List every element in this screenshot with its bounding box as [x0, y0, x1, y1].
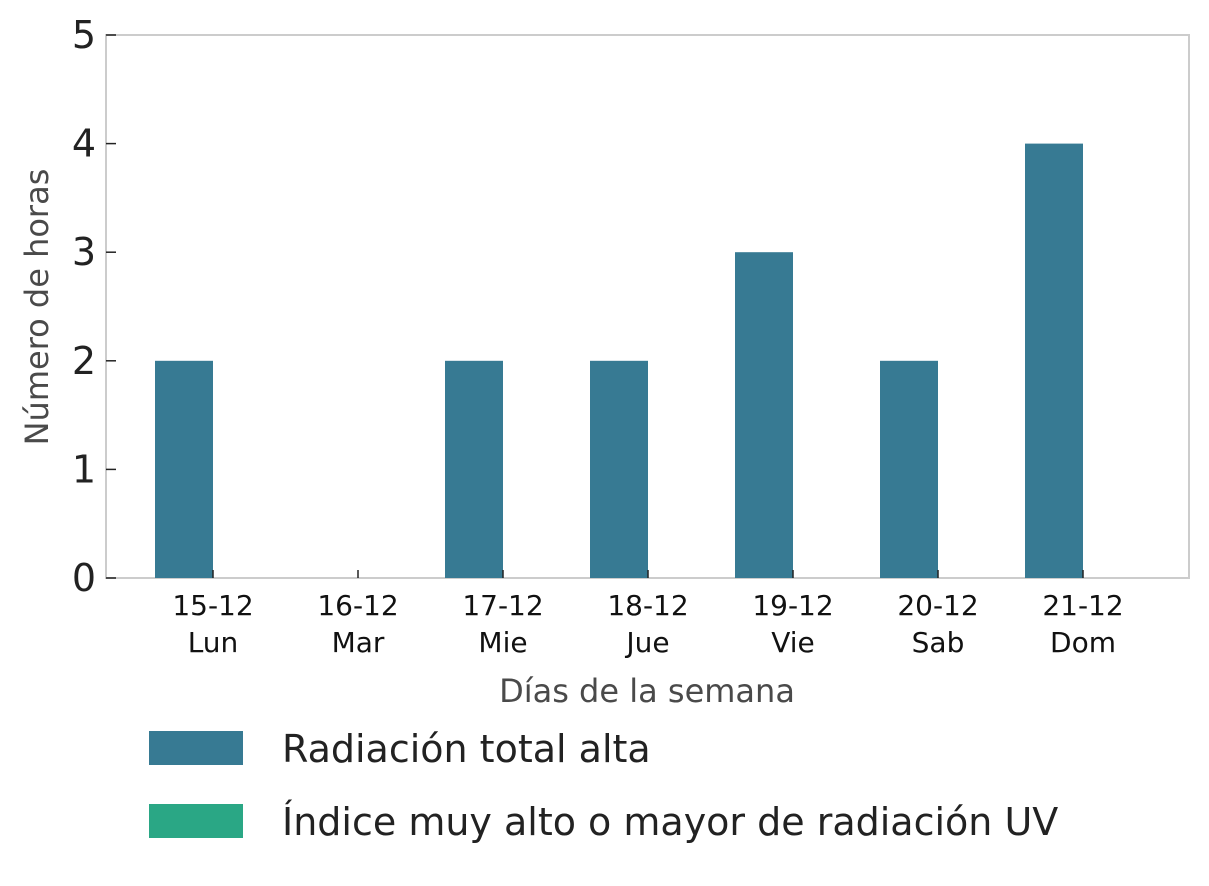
x-tick-label-day: Sab — [912, 626, 965, 659]
y-axis-title: Número de horas — [18, 169, 56, 446]
x-axis-ticks: 15-12 Lun 16-12 Mar 17-12 Mie 18-12 Jue 19-12 Vie… — [172, 570, 1124, 659]
x-axis-title: Días de la semana — [499, 672, 795, 710]
bar-series-0-3 — [590, 360, 648, 578]
x-tick-label-date: 19-12 — [752, 589, 833, 622]
x-tick-label-day: Jue — [624, 626, 669, 659]
bar-series-0-5 — [880, 360, 938, 578]
y-tick-label: 5 — [72, 13, 96, 57]
x-tick-label-day: Lun — [188, 626, 239, 659]
y-tick-label: 0 — [72, 556, 96, 600]
x-tick-label-day: Mie — [478, 626, 527, 659]
bar-series-0-0 — [155, 360, 213, 578]
x-tick-label-date: 15-12 — [172, 589, 253, 622]
x-tick-label-day: Vie — [771, 626, 815, 659]
bar-series-0-2 — [445, 360, 503, 578]
legend-swatch — [149, 804, 243, 838]
y-tick-label: 4 — [72, 122, 96, 166]
bar-series-0-6 — [1025, 143, 1083, 578]
bar-series-0-4 — [735, 252, 793, 578]
legend-label: Índice muy alto o mayor de radiación UV — [282, 800, 1058, 844]
x-tick-label-date: 21-12 — [1042, 589, 1123, 622]
x-tick-label-date: 18-12 — [607, 589, 688, 622]
legend: Radiación total alta Índice muy alto o ma… — [149, 727, 1058, 844]
y-tick-label: 2 — [72, 339, 96, 383]
y-tick-label: 3 — [72, 230, 96, 274]
legend-label: Radiación total alta — [282, 727, 651, 771]
x-tick-label-date: 20-12 — [897, 589, 978, 622]
y-tick-label: 1 — [72, 447, 96, 491]
x-tick-label-date: 17-12 — [462, 589, 543, 622]
bars-group — [155, 143, 1083, 578]
y-axis-ticks: 0 1 2 3 4 5 — [72, 13, 116, 600]
x-tick-label-date: 16-12 — [317, 589, 398, 622]
x-tick-label-day: Dom — [1050, 626, 1116, 659]
legend-swatch — [149, 731, 243, 765]
x-tick-label-day: Mar — [332, 626, 385, 659]
